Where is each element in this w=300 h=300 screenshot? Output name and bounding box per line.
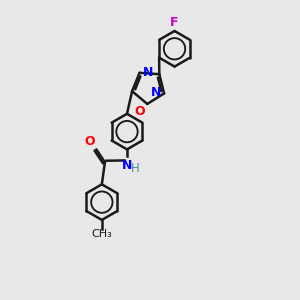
Text: N: N [151, 86, 161, 99]
Text: F: F [170, 16, 179, 28]
Text: O: O [84, 135, 95, 148]
Text: O: O [134, 106, 145, 118]
Text: CH₃: CH₃ [92, 229, 112, 239]
Text: N: N [122, 159, 132, 172]
Text: N: N [142, 66, 153, 79]
Text: H: H [131, 162, 140, 175]
